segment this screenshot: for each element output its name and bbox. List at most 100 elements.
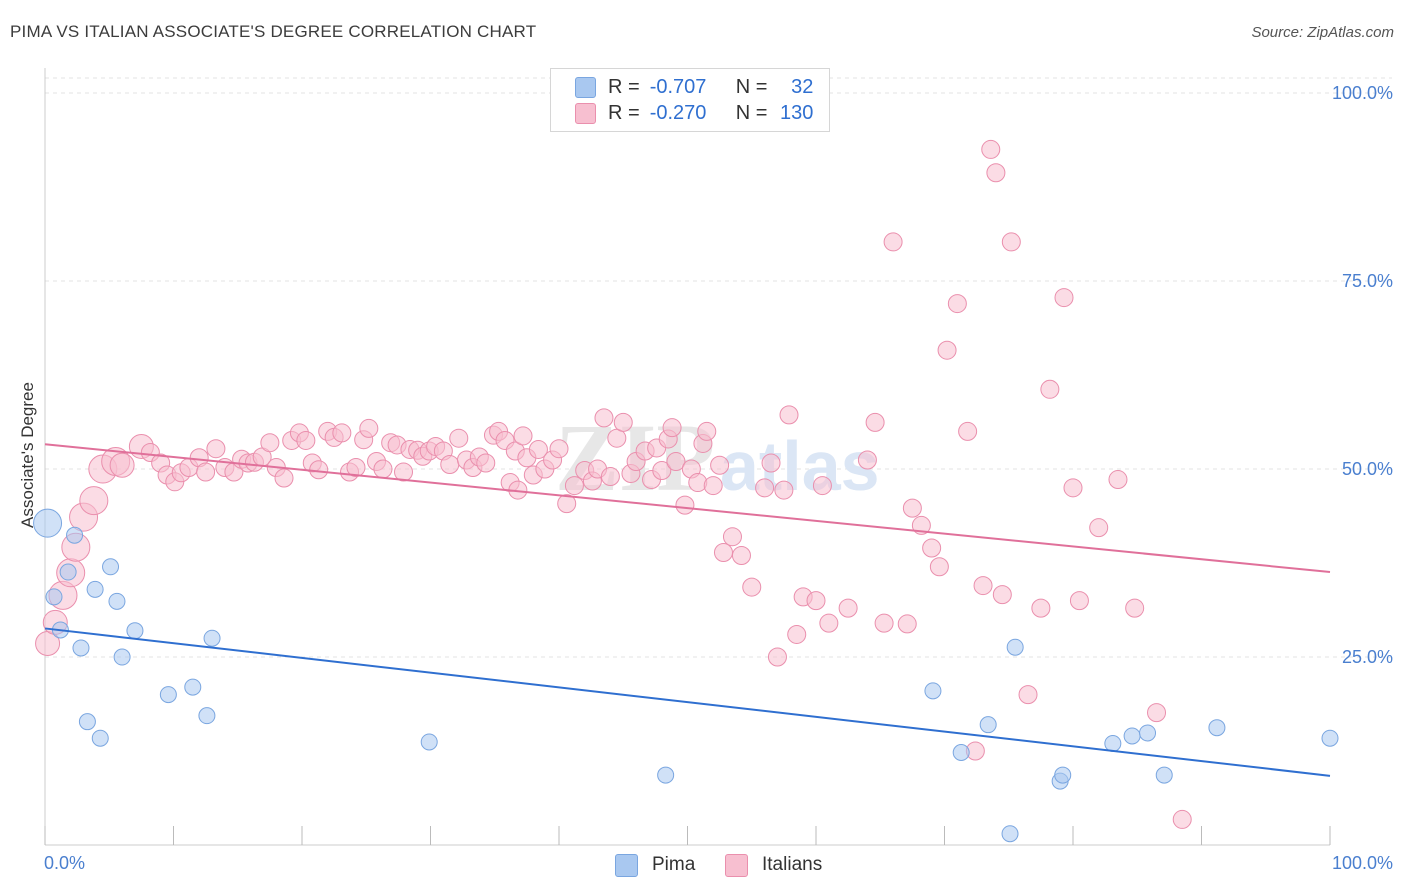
pima-point bbox=[979, 716, 997, 734]
italians-point bbox=[1147, 703, 1167, 723]
pima-point bbox=[159, 686, 177, 704]
source-credit: Source: ZipAtlas.com bbox=[1251, 24, 1394, 41]
italians-trendline bbox=[44, 443, 1331, 574]
italians-point bbox=[549, 439, 569, 459]
pima-point bbox=[1321, 729, 1339, 747]
pima-point bbox=[657, 766, 675, 784]
legend-swatch-italians bbox=[725, 853, 748, 877]
italians-point bbox=[594, 408, 614, 428]
pima-point bbox=[1155, 766, 1173, 784]
legend-item-pima[interactable]: Pima bbox=[615, 852, 695, 878]
italians-point bbox=[710, 455, 730, 475]
italians-point bbox=[865, 412, 885, 432]
y-tick-label: 50.0% bbox=[1342, 459, 1393, 479]
legend-label-pima: Pima bbox=[652, 854, 696, 875]
italians-point bbox=[857, 450, 877, 470]
italians-point bbox=[722, 527, 742, 547]
italians-point bbox=[206, 439, 226, 459]
pima-point bbox=[102, 558, 120, 576]
italians-point bbox=[309, 460, 329, 480]
pima-trendline bbox=[44, 627, 1331, 777]
italians-point bbox=[662, 418, 682, 438]
italians-point bbox=[1018, 685, 1038, 705]
italians-point bbox=[1089, 518, 1109, 538]
italians-point bbox=[838, 598, 858, 618]
italians-point bbox=[688, 473, 708, 493]
x-tick-label: 0.0% bbox=[44, 853, 85, 873]
pima-point bbox=[33, 508, 63, 538]
italians-point bbox=[937, 340, 957, 360]
italians-point bbox=[779, 405, 799, 425]
italians-point bbox=[1054, 288, 1074, 308]
italians-point bbox=[373, 459, 393, 479]
pima-point bbox=[184, 678, 202, 696]
pima-point bbox=[86, 580, 104, 598]
italians-point bbox=[787, 624, 807, 644]
italians-point bbox=[973, 576, 993, 596]
pima-point bbox=[126, 622, 144, 640]
gridlines bbox=[45, 77, 1392, 658]
pima-point bbox=[91, 729, 109, 747]
y-tick-label: 100.0% bbox=[1332, 83, 1393, 103]
italians-point bbox=[1063, 478, 1083, 498]
axes bbox=[44, 68, 1331, 846]
x-tick-labels: 0.0% 100.0% bbox=[44, 853, 1393, 873]
pima-point bbox=[1123, 727, 1141, 745]
legend-swatch-pima bbox=[575, 76, 596, 98]
watermark-atlas: atlas bbox=[720, 427, 880, 505]
pima-point bbox=[203, 629, 221, 647]
legend-label-italians: Italians bbox=[762, 854, 823, 875]
series-pima bbox=[33, 508, 1339, 843]
italians-point bbox=[1040, 379, 1060, 399]
trendlines bbox=[44, 443, 1331, 777]
y-tick-label: 75.0% bbox=[1342, 271, 1393, 291]
italians-point bbox=[449, 428, 469, 448]
italians-point bbox=[774, 480, 794, 500]
italians-point bbox=[922, 538, 942, 558]
italians-point bbox=[79, 486, 109, 516]
italians-point bbox=[675, 495, 695, 515]
italians-point bbox=[513, 426, 533, 446]
italians-point bbox=[703, 476, 723, 496]
correlation-legend: R = -0.707 N = 32 R = -0.270 N = 130 bbox=[550, 68, 830, 132]
italians-point bbox=[394, 462, 414, 482]
legend-r-label: R = bbox=[608, 101, 640, 124]
italians-point bbox=[440, 455, 460, 475]
y-tick-label: 25.0% bbox=[1342, 647, 1393, 667]
series-legend: Pima Italians bbox=[0, 852, 1406, 878]
italians-point bbox=[947, 294, 967, 314]
legend-row-italians: R = -0.270 N = 130 bbox=[575, 101, 813, 125]
italians-point bbox=[1172, 809, 1192, 829]
pima-point bbox=[924, 682, 942, 700]
legend-n-value: 130 bbox=[780, 101, 814, 124]
x-tick-label: 100.0% bbox=[1332, 853, 1393, 873]
pima-point bbox=[1208, 719, 1226, 737]
italians-point bbox=[986, 163, 1006, 183]
legend-n-value: 32 bbox=[791, 75, 814, 98]
italians-point bbox=[528, 439, 548, 459]
pima-point bbox=[45, 588, 63, 606]
italians-point bbox=[1031, 598, 1051, 618]
italians-point bbox=[812, 476, 832, 496]
legend-row-pima: R = -0.707 N = 32 bbox=[575, 75, 813, 99]
italians-point bbox=[332, 423, 352, 443]
italians-point bbox=[274, 468, 294, 488]
pima-point bbox=[78, 713, 96, 731]
pima-point bbox=[59, 563, 77, 581]
pima-point bbox=[108, 592, 126, 610]
italians-point bbox=[109, 452, 135, 478]
italians-point bbox=[296, 430, 316, 450]
pima-point bbox=[1139, 724, 1157, 742]
italians-point bbox=[819, 613, 839, 633]
italians-point bbox=[613, 412, 633, 432]
pima-point bbox=[1104, 734, 1122, 752]
legend-swatch-italians bbox=[575, 102, 596, 124]
italians-point bbox=[992, 585, 1012, 605]
pima-point bbox=[1001, 825, 1019, 843]
italians-point bbox=[911, 515, 931, 535]
pima-point bbox=[198, 707, 216, 725]
legend-item-italians[interactable]: Italians bbox=[725, 852, 822, 878]
legend-r-label: R = bbox=[608, 75, 640, 98]
italians-point bbox=[713, 542, 733, 562]
